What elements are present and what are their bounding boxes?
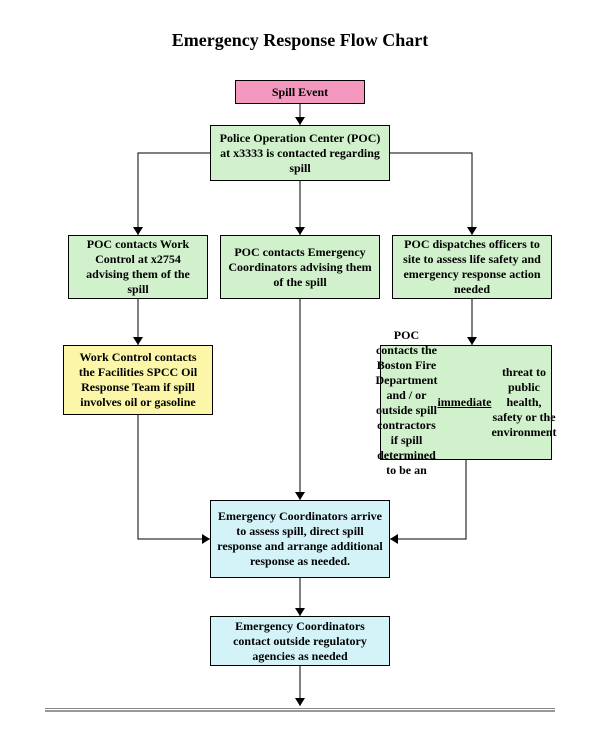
node-arrive: Emergency Coordinators arrive to assess … bbox=[210, 500, 390, 578]
node-regulatory: Emergency Coordinators contact outside r… bbox=[210, 616, 390, 666]
node-emerg: POC contacts Emergency Coordinators advi… bbox=[220, 235, 380, 299]
bottom-rule bbox=[45, 708, 555, 712]
node-spcc: Work Control contacts the Facilities SPC… bbox=[63, 345, 213, 415]
node-boston: POC contacts the Boston Fire Department … bbox=[380, 345, 552, 460]
flowchart-canvas: Emergency Response Flow Chart Spill Even… bbox=[0, 0, 600, 730]
node-poc: Police Operation Center (POC) at x3333 i… bbox=[210, 125, 390, 181]
chart-title: Emergency Response Flow Chart bbox=[0, 30, 600, 51]
node-spill: Spill Event bbox=[235, 80, 365, 104]
node-work: POC contacts Work Control at x2754 advis… bbox=[68, 235, 208, 299]
node-dispatch: POC dispatches officers to site to asses… bbox=[392, 235, 552, 299]
